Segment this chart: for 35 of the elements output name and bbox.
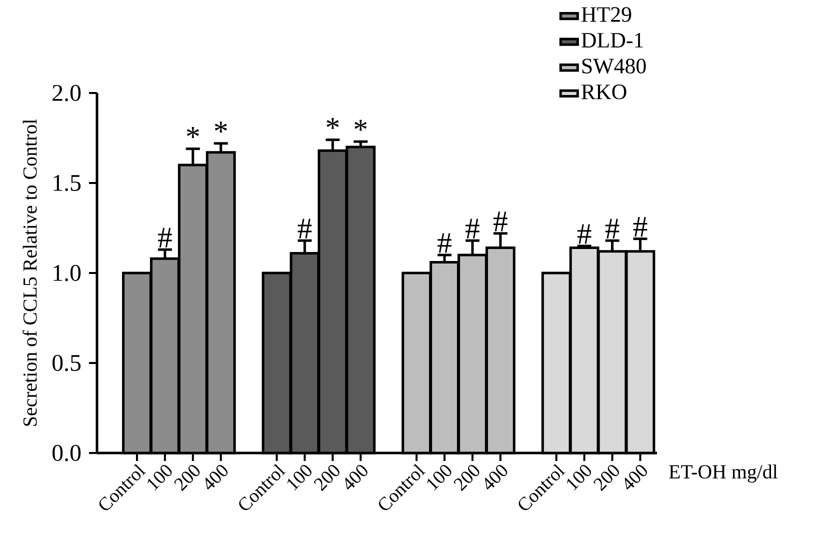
data-label: * [326, 118, 339, 129]
x-tick-label: 100 [287, 464, 312, 491]
data-label: # [494, 212, 508, 232]
data-label: * [354, 120, 367, 131]
x-tick-label: 200 [454, 464, 480, 492]
x-tick-label: 200 [174, 464, 200, 492]
data-label: # [298, 218, 312, 238]
y-tick-label: 1.5 [54, 174, 81, 192]
x-tick-label: 200 [593, 464, 620, 492]
y-tick-label: 2.0 [52, 84, 81, 102]
data-label: # [158, 228, 172, 248]
x-axis-title: ET-OH mg/dl [669, 464, 778, 483]
x-tick-label: 400 [484, 464, 508, 490]
y-axis-title: Secretion of CCL5 Relative to Control [22, 119, 37, 426]
data-label: # [577, 224, 592, 244]
legend-label: HT29 [582, 7, 632, 22]
data-label: * [186, 127, 199, 138]
data-label: # [466, 218, 480, 238]
y-tick-label: 0.5 [52, 354, 81, 372]
legend-label: DLD-1 [582, 32, 643, 48]
data-label: # [633, 217, 648, 237]
legend-label: SW480 [582, 58, 646, 74]
x-tick-label: 200 [314, 464, 340, 492]
legend-label: RKO [582, 84, 626, 100]
x-tick-label: 400 [205, 464, 228, 490]
x-tick-label: 100 [427, 464, 452, 491]
x-tick-label: 100 [148, 464, 172, 491]
data-label: # [605, 218, 620, 238]
y-tick-label: 1.0 [54, 264, 81, 282]
x-tick-label: 400 [624, 464, 647, 490]
x-tick-label: 100 [566, 464, 592, 491]
data-label: # [438, 233, 452, 253]
x-tick-label: 400 [345, 464, 368, 490]
data-label: * [214, 122, 227, 133]
y-tick-label: 0.0 [52, 444, 81, 462]
